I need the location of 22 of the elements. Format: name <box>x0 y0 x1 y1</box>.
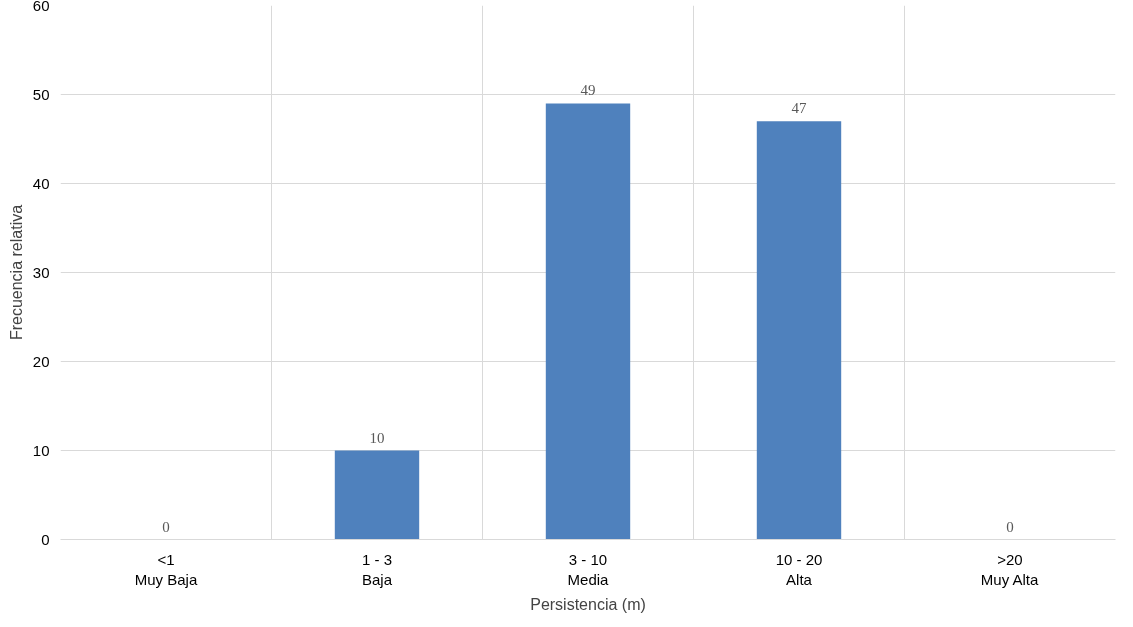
data-label: 47 <box>791 100 807 117</box>
y-tick-label: 40 <box>32 174 50 192</box>
y-tick-label: 50 <box>32 85 50 103</box>
data-label: 0 <box>162 518 170 535</box>
x-axis-title: Persistencia (m) <box>530 595 646 613</box>
x-tick-label: <1 Muy Baja <box>134 550 198 588</box>
y-tick-label: 20 <box>32 352 50 370</box>
y-tick-label: 30 <box>32 263 50 281</box>
x-tick-label: >20 Muy Alta <box>980 550 1040 588</box>
bar <box>545 103 631 540</box>
y-tick-label: 0 <box>41 530 50 548</box>
x-tick-label: 3 - 10 Media <box>567 550 610 588</box>
y-tick-label: 60 <box>32 0 50 14</box>
data-label: 49 <box>580 82 596 99</box>
x-tick-label: 1 - 3 Baja <box>361 550 393 588</box>
y-axis-title: Frecuencia relativa <box>7 204 25 341</box>
y-tick-label: 10 <box>32 441 50 459</box>
data-label: 10 <box>369 429 385 446</box>
x-tick-label: 10 - 20 Alta <box>775 550 823 588</box>
bar <box>756 121 842 540</box>
data-label: 0 <box>1006 518 1014 535</box>
bar <box>334 450 420 540</box>
